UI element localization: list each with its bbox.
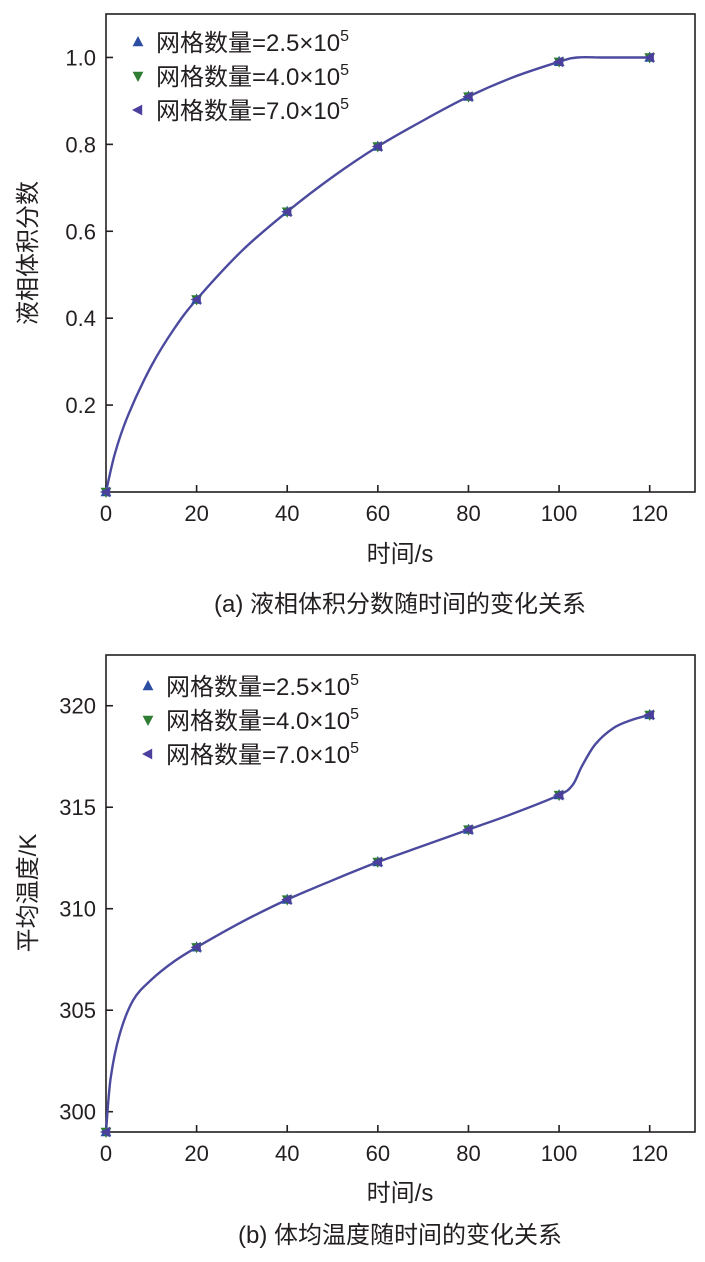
caption-b: (b) 体均温度随时间的变化关系 [238, 1222, 562, 1249]
x-ticks-b: 0 20 40 60 80 100 120 [100, 1125, 668, 1166]
x-tick-label: 20 [184, 501, 208, 526]
legend-label-1: 网格数量=2.5×105 [156, 28, 349, 57]
data-point-series-3 [100, 486, 111, 498]
data-point-series-3 [462, 91, 473, 102]
legend-label-2: 网格数量=4.0×105 [156, 62, 349, 91]
fitted-curve-b [104, 713, 651, 1133]
chart-panel-a: 0 20 40 60 80 100 120 0.2 0.4 0.6 0.8 1.0 网格数量=2.5… [15, 13, 696, 618]
plot-frame-a [105, 13, 696, 493]
y-ticks-b: 300 305 310 315 320 [59, 694, 113, 1125]
legend-marker-2 [132, 71, 144, 82]
plot-frame-b [105, 654, 696, 1133]
data-point-series-3 [371, 141, 382, 152]
data-point-series-3 [643, 52, 654, 63]
fitted-curve-line [104, 713, 651, 1133]
y-tick-label: 0.4 [65, 306, 96, 331]
y-axis-label-a: 液相体积分数 [15, 181, 42, 325]
data-point-series-3 [553, 789, 564, 801]
data-point-series-3 [462, 824, 473, 835]
x-tick-label: 80 [456, 501, 480, 526]
y-tick-label: 1.0 [65, 45, 96, 70]
caption-a: (a) 液相体积分数随时间的变化关系 [214, 591, 586, 618]
chart-panel-b: 0 20 40 60 80 100 120 300 305 310 315 320 网格数量=2.5… [15, 654, 696, 1249]
legend-a: 网格数量=2.5×105 网格数量=4.0×105 网格数量=7.0×105 [132, 28, 349, 125]
fitted-curve-a [104, 55, 650, 493]
y-axis-label-b: 平均温度/K [15, 834, 42, 953]
data-point-series-3 [281, 206, 292, 218]
data-point-series-3 [281, 894, 292, 905]
legend-marker-3 [132, 104, 143, 116]
legend-marker-1 [142, 680, 154, 691]
y-tick-label: 0.6 [65, 219, 96, 244]
data-point-series-3 [190, 941, 201, 953]
x-tick-label: 0 [100, 1141, 112, 1166]
y-tick-label: 310 [59, 897, 96, 922]
data-markers-a [100, 51, 656, 498]
legend-label-2: 网格数量=4.0×105 [166, 706, 359, 735]
x-tick-label: 60 [366, 1141, 390, 1166]
fitted-curve-line [104, 55, 650, 493]
legend-label-3: 网格数量=7.0×105 [166, 740, 359, 769]
y-tick-label: 300 [59, 1100, 96, 1125]
y-tick-label: 0.8 [65, 132, 96, 157]
legend-label-3: 网格数量=7.0×105 [156, 96, 349, 125]
y-tick-label: 315 [59, 795, 96, 820]
x-tick-label: 40 [275, 1141, 299, 1166]
x-tick-label: 120 [631, 1141, 668, 1166]
x-tick-label: 100 [541, 501, 578, 526]
legend-label-1: 网格数量=2.5×105 [166, 672, 359, 701]
data-point-series-3 [553, 56, 564, 68]
legend-b: 网格数量=2.5×105 网格数量=4.0×105 网格数量=7.0×105 [142, 672, 359, 769]
data-markers-b [100, 708, 656, 1138]
y-tick-label: 0.2 [65, 393, 96, 418]
x-tick-label: 100 [541, 1141, 578, 1166]
x-tick-label: 40 [275, 501, 299, 526]
data-point-series-3 [100, 1126, 111, 1138]
legend-marker-2 [142, 715, 154, 726]
x-axis-label-a: 时间/s [367, 541, 434, 568]
y-ticks-a: 0.2 0.4 0.6 0.8 1.0 [65, 45, 113, 418]
data-point-series-3 [190, 294, 201, 305]
x-tick-label: 0 [100, 501, 112, 526]
x-ticks-a: 0 20 40 60 80 100 120 [100, 485, 668, 526]
legend-marker-3 [142, 748, 153, 760]
x-tick-label: 20 [184, 1141, 208, 1166]
legend-marker-1 [132, 36, 144, 47]
data-point-series-3 [643, 709, 654, 721]
x-axis-label-b: 时间/s [367, 1180, 434, 1207]
y-tick-label: 320 [59, 694, 96, 719]
x-tick-label: 60 [366, 501, 390, 526]
x-tick-label: 120 [631, 501, 668, 526]
x-tick-label: 80 [456, 1141, 480, 1166]
data-point-series-3 [371, 856, 382, 868]
y-tick-label: 305 [59, 998, 96, 1023]
